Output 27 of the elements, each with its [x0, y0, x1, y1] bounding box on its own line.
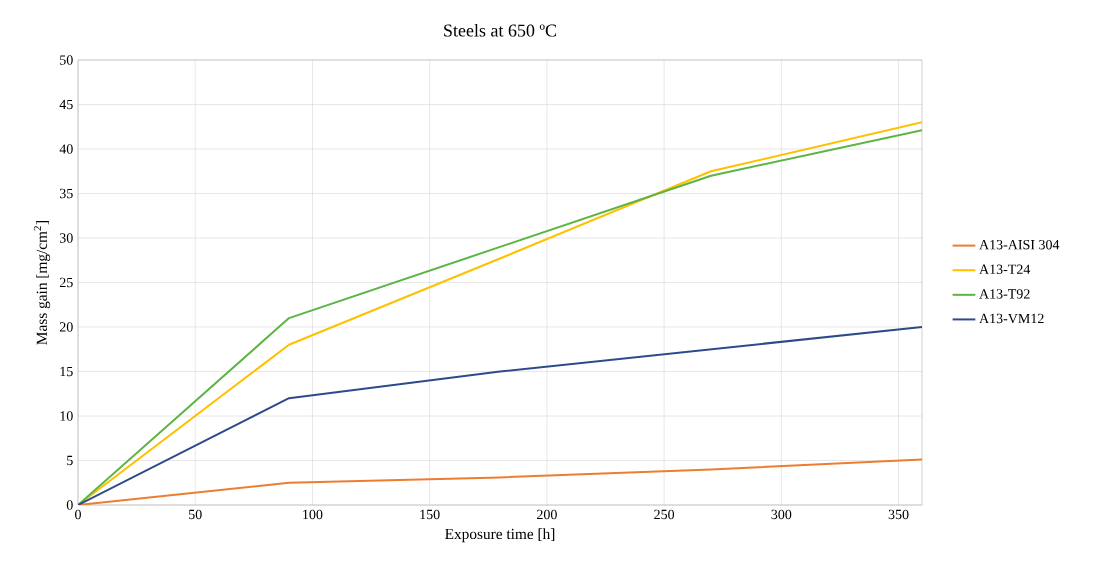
y-tick-label: 0: [66, 500, 73, 510]
y-tick-label: 45: [59, 99, 73, 110]
x-tick-label: 100: [303, 509, 323, 520]
y-tick-label: 40: [59, 144, 73, 154]
x-tick-label: 200: [537, 509, 557, 520]
x-tick-label: 350: [888, 509, 909, 520]
legend-label: A13-AISI 304: [979, 239, 1060, 250]
y-tick-label: 20: [59, 322, 73, 332]
y-tick-label: 15: [60, 366, 73, 377]
legend-label: A13-T92: [979, 289, 1030, 299]
x-tick-label: 150: [420, 509, 440, 520]
x-tick-label: 300: [771, 509, 792, 520]
y-axis-title: Mass gain [mg/cm$^{2}$]: [33, 221, 51, 345]
y-tick-label: 30: [59, 233, 73, 243]
line-series: [78, 458, 922, 505]
x-tick-label: 0: [75, 509, 81, 520]
chart-title: Steels at 650 ºC: [444, 23, 557, 37]
y-tick-label: 50: [60, 55, 73, 65]
y-tick-label: 25: [59, 277, 73, 288]
x-tick-label: 50: [189, 509, 202, 520]
y-tick-label: 35: [59, 188, 73, 199]
x-tick-label: 250: [654, 509, 675, 520]
y-tick-label: 10: [60, 411, 73, 421]
legend-label: A13-T24: [979, 264, 1031, 274]
legend-label: A13-VM12: [979, 313, 1044, 324]
y-tick-label: 5: [67, 455, 73, 466]
x-axis-title: Exposure time [h]: [445, 528, 555, 543]
